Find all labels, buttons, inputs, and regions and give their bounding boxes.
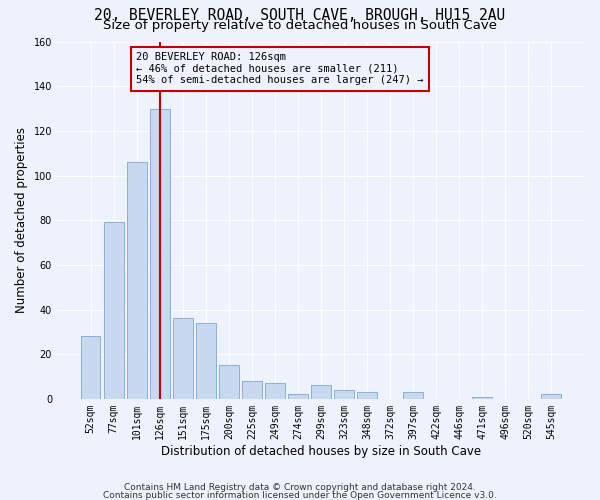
Text: 20, BEVERLEY ROAD, SOUTH CAVE, BROUGH, HU15 2AU: 20, BEVERLEY ROAD, SOUTH CAVE, BROUGH, H… [94, 8, 506, 22]
Bar [288, 394, 308, 399]
Bar [265, 383, 284, 399]
Bar [81, 336, 100, 399]
Bar [219, 366, 239, 399]
Text: 20 BEVERLEY ROAD: 126sqm
← 46% of detached houses are smaller (211)
54% of semi-: 20 BEVERLEY ROAD: 126sqm ← 46% of detach… [136, 52, 424, 86]
Bar [196, 323, 215, 399]
Text: Size of property relative to detached houses in South Cave: Size of property relative to detached ho… [103, 18, 497, 32]
Bar [541, 394, 561, 399]
X-axis label: Distribution of detached houses by size in South Cave: Distribution of detached houses by size … [161, 444, 481, 458]
Bar [104, 222, 124, 399]
Bar [173, 318, 193, 399]
Bar [334, 390, 354, 399]
Text: Contains HM Land Registry data © Crown copyright and database right 2024.: Contains HM Land Registry data © Crown c… [124, 484, 476, 492]
Bar [127, 162, 146, 399]
Bar [357, 392, 377, 399]
Bar [311, 386, 331, 399]
Bar [242, 381, 262, 399]
Bar [403, 392, 423, 399]
Text: Contains public sector information licensed under the Open Government Licence v3: Contains public sector information licen… [103, 490, 497, 500]
Bar [472, 396, 492, 399]
Y-axis label: Number of detached properties: Number of detached properties [15, 127, 28, 313]
Bar [150, 108, 170, 399]
